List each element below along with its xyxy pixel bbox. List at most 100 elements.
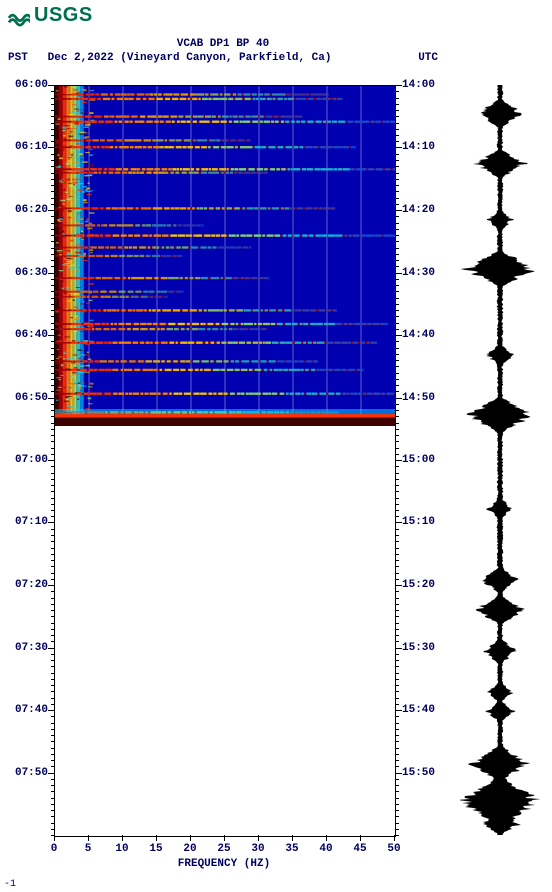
tick-mark (396, 641, 399, 642)
tick-mark (51, 529, 54, 530)
tick-mark (51, 366, 54, 367)
tick-mark (396, 485, 399, 486)
tick-mark (396, 266, 399, 267)
y-axis-left: 06:00 06:10 06:20 06:30 06:40 06:50 07:0… (0, 85, 54, 835)
ytick-right: 14:40 (402, 329, 435, 341)
footer-mark: -1 (4, 879, 16, 890)
tick-mark (396, 216, 399, 217)
tick-mark (396, 229, 399, 230)
tick-mark (48, 147, 54, 148)
tick-mark (396, 660, 399, 661)
tick-mark (396, 147, 402, 148)
usgs-logo: USGS (8, 4, 93, 27)
tick-mark (396, 385, 399, 386)
tick-mark (396, 429, 399, 430)
xtick-label: 35 (285, 843, 298, 855)
tick-mark (51, 485, 54, 486)
ytick-right: 15:10 (402, 516, 435, 528)
tick-mark (51, 216, 54, 217)
tick-mark (396, 535, 399, 536)
tick-mark (396, 573, 399, 574)
tick-mark (396, 104, 399, 105)
tick-mark (396, 416, 399, 417)
tick-mark (396, 579, 399, 580)
ytick-left: 06:00 (0, 79, 48, 91)
tick-mark (396, 735, 399, 736)
tick-mark (396, 241, 399, 242)
xtick-label: 40 (319, 843, 332, 855)
xtick-label: 45 (353, 843, 366, 855)
tick-mark (396, 504, 399, 505)
tick-mark (396, 548, 399, 549)
tick-mark (396, 741, 399, 742)
tick-mark (48, 648, 54, 649)
ytick-right: 14:00 (402, 79, 435, 91)
ytick-right: 14:20 (402, 204, 435, 216)
tick-mark (48, 585, 54, 586)
tick-mark (51, 579, 54, 580)
tick-mark (51, 391, 54, 392)
tick-mark (360, 835, 361, 841)
tick-mark (396, 423, 399, 424)
tick-mark (396, 348, 399, 349)
tick-mark (396, 773, 402, 774)
tick-mark (396, 541, 399, 542)
tick-mark (51, 760, 54, 761)
ytick-left: 06:30 (0, 267, 48, 279)
tick-mark (396, 404, 399, 405)
tick-mark (51, 573, 54, 574)
tick-mark (51, 466, 54, 467)
tick-mark (396, 729, 399, 730)
tick-mark (396, 410, 399, 411)
spectrogram-chart (54, 85, 396, 837)
tick-mark (396, 522, 402, 523)
tick-mark (51, 666, 54, 667)
tick-mark (396, 754, 399, 755)
tick-mark (51, 116, 54, 117)
tick-mark (51, 223, 54, 224)
tick-mark (396, 441, 399, 442)
tick-mark (51, 816, 54, 817)
tick-mark (396, 223, 399, 224)
tick-mark (51, 410, 54, 411)
tick-mark (396, 260, 399, 261)
ytick-left: 07:10 (0, 516, 48, 528)
tick-mark (51, 823, 54, 824)
tick-mark (396, 473, 399, 474)
tick-mark (51, 435, 54, 436)
tick-mark (51, 591, 54, 592)
tick-mark (396, 629, 399, 630)
tick-mark (396, 379, 399, 380)
tick-mark (396, 585, 402, 586)
tick-mark (396, 835, 399, 836)
tick-mark (396, 273, 402, 274)
tick-mark (51, 329, 54, 330)
tick-mark (51, 479, 54, 480)
tick-mark (396, 310, 399, 311)
tick-mark (396, 716, 399, 717)
tick-mark (396, 129, 399, 130)
tick-mark (396, 85, 402, 86)
tick-mark (51, 810, 54, 811)
tick-mark (396, 779, 399, 780)
xtick-label: 50 (387, 843, 400, 855)
ytick-left: 07:40 (0, 704, 48, 716)
tick-mark (51, 504, 54, 505)
tick-mark (396, 354, 399, 355)
tick-mark (51, 698, 54, 699)
tick-mark (396, 398, 402, 399)
tick-mark (51, 473, 54, 474)
tick-mark (51, 98, 54, 99)
tick-mark (396, 679, 399, 680)
ytick-left: 06:20 (0, 204, 48, 216)
ytick-right: 15:00 (402, 454, 435, 466)
tick-mark (48, 710, 54, 711)
tick-mark (51, 798, 54, 799)
chart-title-block: VCAB DP1 BP 40 PST Dec 2,2022 (Vineyard … (8, 38, 438, 64)
tick-mark (396, 141, 399, 142)
tick-mark (51, 779, 54, 780)
tick-mark (396, 110, 399, 111)
y-axis-right: 14:00 14:10 14:20 14:30 14:40 14:50 15:0… (396, 85, 456, 835)
tick-mark (51, 441, 54, 442)
tick-mark (396, 666, 399, 667)
